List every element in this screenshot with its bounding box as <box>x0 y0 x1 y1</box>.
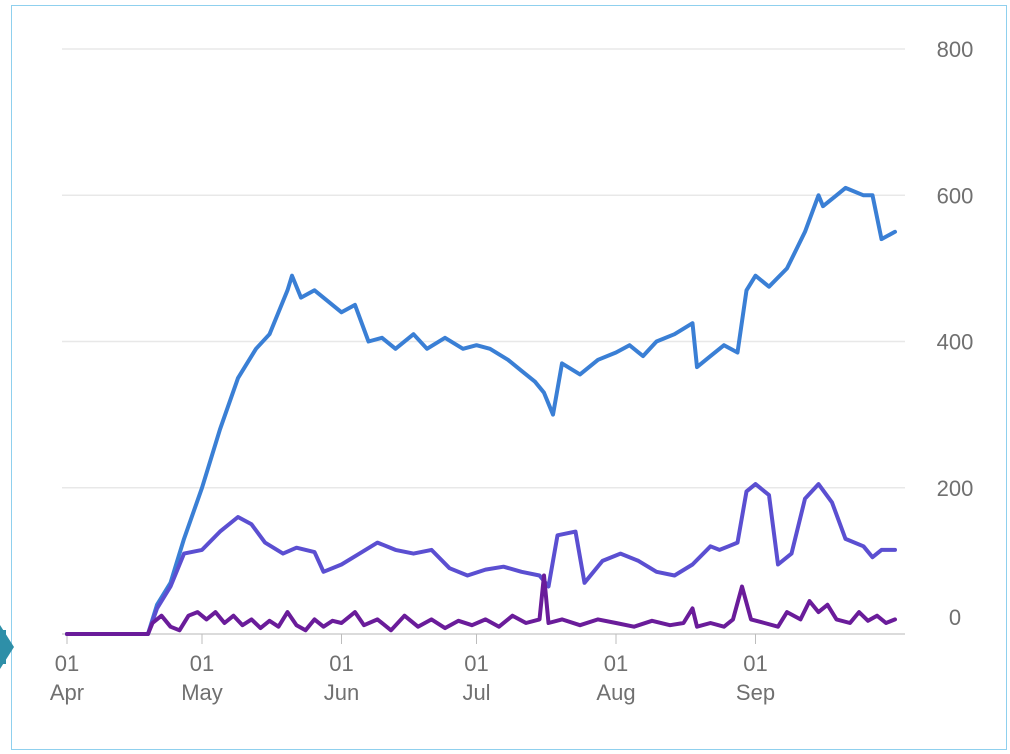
y-tick-label: 0 <box>949 605 961 630</box>
series-line-3 <box>65 573 897 636</box>
x-axis-ticks: 01 Apr 01 May 01 Jun 01 Jul 01 Aug 01 Sep <box>50 634 775 705</box>
x-tick-month: Jun <box>324 680 359 705</box>
x-tick-month: May <box>181 680 223 705</box>
edge-arrow-icon <box>0 625 14 669</box>
x-tick-month: Aug <box>596 680 635 705</box>
x-tick-day: 01 <box>190 651 214 676</box>
x-tick-day: 01 <box>604 651 628 676</box>
x-tick-month: Apr <box>50 680 84 705</box>
y-tick-label: 200 <box>937 476 974 501</box>
series-line-2 <box>65 482 897 636</box>
y-tick-label: 800 <box>937 37 974 62</box>
x-tick-day: 01 <box>55 651 79 676</box>
series-lines <box>65 185 897 636</box>
series-line-1 <box>65 185 897 636</box>
chart-frame <box>11 5 1007 750</box>
x-tick-day: 01 <box>329 651 353 676</box>
gridlines <box>62 48 905 635</box>
y-tick-label: 400 <box>937 330 974 355</box>
x-tick-day: 01 <box>464 651 488 676</box>
y-axis-ticks: 0 200 400 600 800 <box>937 37 974 630</box>
x-tick-day: 01 <box>743 651 767 676</box>
x-tick-month: Jul <box>462 680 490 705</box>
y-tick-label: 600 <box>937 183 974 208</box>
x-tick-month: Sep <box>736 680 775 705</box>
